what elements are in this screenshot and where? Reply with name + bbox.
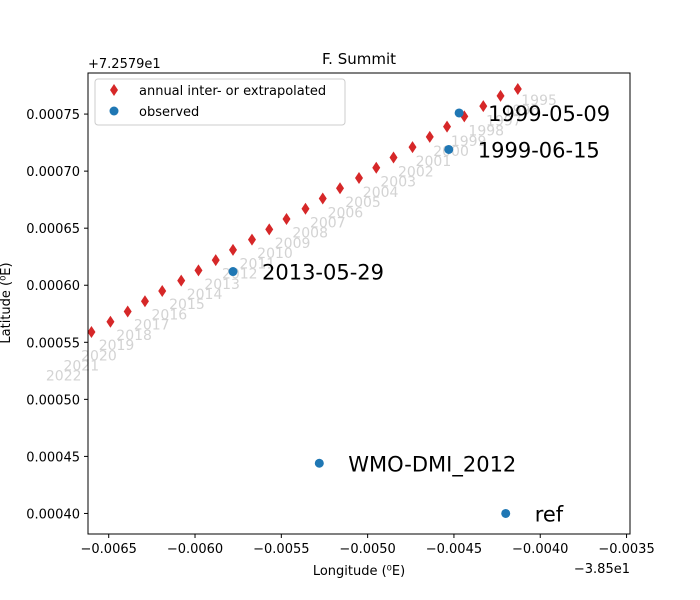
year-label: 2017 (134, 318, 170, 334)
y-tick-label: 0.00050 (26, 393, 80, 408)
year-label: 2005 (345, 195, 381, 211)
year-label: 2007 (310, 216, 346, 232)
year-label: 2008 (292, 226, 328, 242)
year-label: 2016 (152, 307, 188, 323)
year-label: 1998 (468, 124, 504, 140)
interpolated-point (513, 82, 522, 95)
x-axis-ticks: −0.0065 −0.0060 −0.0055 −0.0050 −0.0045 −0.00… (81, 534, 655, 557)
interpolated-point (443, 120, 452, 133)
year-label: 1997 (486, 113, 522, 129)
legend-label-interpolated: annual inter- or extrapolated (139, 84, 326, 99)
interpolated-point (106, 315, 115, 328)
interpolated-point (140, 295, 149, 308)
year-label: 2011 (240, 256, 276, 272)
year-label: 2010 (257, 246, 293, 262)
observation-label: 1999-06-15 (478, 138, 600, 162)
year-label: 1996 (504, 103, 540, 119)
y-tick-label: 0.00070 (26, 165, 80, 180)
legend-circle-marker (109, 106, 119, 116)
y-tick-label: 0.00040 (26, 507, 80, 522)
interpolated-point (87, 326, 96, 339)
x-axis-title: Longitude (⁰E) (313, 564, 405, 579)
interpolated-point (496, 89, 505, 102)
x-tick-label: −0.0060 (167, 542, 223, 557)
x-tick-label: −0.0045 (426, 542, 482, 557)
year-label: 1995 (521, 93, 557, 109)
x-tick-label: −0.0055 (253, 542, 309, 557)
year-label: 2009 (275, 236, 311, 252)
interpolated-point (425, 130, 434, 143)
observation-label: 1999-05-09 (488, 102, 610, 126)
x-offset-label: −3.85e1 (574, 562, 630, 577)
year-labels: 1995199619971998199920002001200220032004… (46, 93, 557, 385)
x-tick-label: −0.0050 (339, 542, 395, 557)
y-tick-label: 0.00055 (26, 336, 80, 351)
year-label: 2019 (99, 338, 135, 354)
year-label: 2001 (416, 154, 452, 170)
year-label: 1999 (451, 134, 487, 150)
interpolated-point (389, 151, 398, 164)
year-label: 2020 (81, 348, 117, 364)
interpolated-point (355, 171, 363, 184)
interpolated-point (247, 233, 256, 246)
interpolated-point (158, 284, 167, 297)
interpolated-point (211, 254, 220, 267)
y-tick-label: 0.00045 (26, 450, 80, 465)
interpolated-point (479, 100, 488, 113)
year-label: 2022 (46, 369, 82, 385)
observation-label: ref (535, 502, 564, 526)
observed-series (228, 108, 511, 518)
observation-labels: 1999-05-09 1999-06-15 2013-05-29 WMO-DMI_20… (262, 102, 610, 527)
x-tick-label: −0.0065 (81, 542, 137, 557)
interpolated-point (123, 305, 132, 318)
interpolated-point (228, 243, 237, 256)
interpolated-point (282, 213, 291, 226)
y-offset-label: +7.2579e1 (88, 57, 161, 72)
year-label: 2003 (380, 175, 416, 191)
observed-point (444, 144, 454, 154)
interpolated-point (194, 264, 203, 277)
chart-title: F. Summit (322, 50, 396, 68)
x-tick-label: −0.0040 (512, 542, 568, 557)
year-label: 2018 (116, 328, 152, 344)
y-tick-label: 0.00065 (26, 222, 80, 237)
year-label: 2006 (328, 205, 364, 221)
y-tick-label: 0.00060 (26, 279, 80, 294)
interpolated-point (265, 223, 274, 236)
observed-point (454, 108, 464, 118)
observed-point (228, 267, 238, 277)
interpolated-point (177, 274, 186, 287)
year-label: 2004 (363, 185, 399, 201)
interpolated-point (318, 192, 327, 205)
legend-diamond-marker (110, 84, 118, 96)
interpolated-point (408, 141, 417, 154)
plot-frame (87, 72, 631, 535)
year-label: 2013 (204, 277, 240, 293)
interpolated-point (301, 202, 310, 215)
legend-box (94, 78, 346, 126)
y-axis-ticks: 0.00040 0.00045 0.00050 0.00055 0.00060 0.000… (26, 108, 88, 522)
interpolated-series (87, 82, 522, 339)
year-label: 2002 (398, 164, 434, 180)
legend: annual inter- or extrapolated observed (94, 78, 346, 126)
observed-point (501, 508, 511, 518)
observation-label: 2013-05-29 (262, 261, 384, 285)
observation-label: WMO-DMI_2012 (348, 452, 516, 477)
year-label: 2015 (169, 297, 205, 313)
year-label: 2021 (63, 359, 99, 375)
y-axis-title: Latitude (⁰E) (0, 262, 14, 343)
interpolated-point (372, 161, 381, 174)
legend-label-observed: observed (139, 105, 199, 120)
year-label: 2014 (187, 287, 223, 303)
y-tick-label: 0.00075 (26, 108, 80, 123)
observed-point (314, 458, 324, 468)
interpolated-point (336, 182, 345, 195)
x-tick-label: −0.0035 (598, 542, 654, 557)
